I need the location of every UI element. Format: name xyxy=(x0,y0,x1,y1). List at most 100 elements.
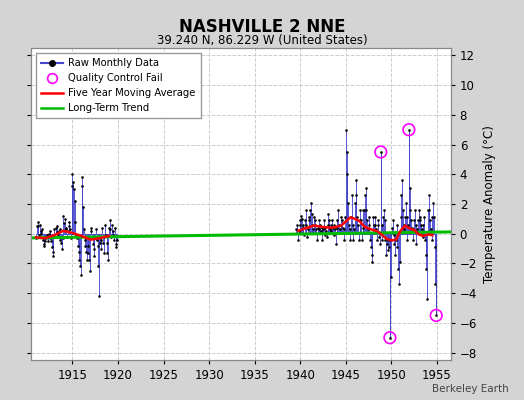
Point xyxy=(58,235,67,241)
Point xyxy=(392,222,401,228)
Point xyxy=(53,223,61,230)
Point xyxy=(42,235,50,241)
Point xyxy=(298,224,307,231)
Point xyxy=(425,207,433,213)
Point xyxy=(301,217,309,224)
Point xyxy=(34,219,42,225)
Point xyxy=(387,236,396,243)
Point xyxy=(399,222,408,228)
Point xyxy=(352,177,360,184)
Point xyxy=(113,236,122,243)
Point xyxy=(406,184,414,191)
Point xyxy=(389,232,398,238)
Point xyxy=(376,241,384,247)
Point xyxy=(44,238,52,244)
Point xyxy=(294,236,302,243)
Point xyxy=(298,216,306,222)
Point xyxy=(95,293,103,299)
Point xyxy=(47,238,56,244)
Point xyxy=(355,236,363,243)
Point xyxy=(335,226,344,232)
Point xyxy=(88,234,96,240)
Point xyxy=(61,216,69,222)
Point xyxy=(61,224,70,231)
Point xyxy=(74,248,83,255)
Point xyxy=(310,214,318,220)
Point xyxy=(296,222,304,228)
Point xyxy=(411,207,419,213)
Point xyxy=(97,236,105,243)
Point xyxy=(323,222,332,228)
Point xyxy=(83,257,91,264)
Point xyxy=(345,236,354,243)
Point xyxy=(357,217,365,224)
Point xyxy=(413,226,421,232)
Point xyxy=(59,213,68,219)
Point xyxy=(40,241,49,247)
Point xyxy=(318,224,326,231)
Point xyxy=(379,207,388,213)
Point xyxy=(37,230,46,237)
Point xyxy=(86,268,94,274)
Point xyxy=(83,242,92,249)
Point xyxy=(77,272,85,278)
Point xyxy=(346,226,355,232)
Point xyxy=(343,171,352,178)
Point xyxy=(432,312,440,319)
Point xyxy=(71,219,80,225)
Point xyxy=(348,192,356,198)
Point xyxy=(56,236,64,243)
Point xyxy=(359,207,367,213)
Point xyxy=(51,224,60,231)
Point xyxy=(102,240,111,246)
Point xyxy=(428,214,436,220)
Point xyxy=(407,217,416,224)
Point xyxy=(320,224,329,231)
Point xyxy=(326,222,335,228)
Point xyxy=(357,236,366,243)
Point xyxy=(421,251,430,258)
Point xyxy=(320,217,328,224)
Point xyxy=(394,244,402,250)
Point xyxy=(296,217,304,224)
Point xyxy=(32,223,41,230)
Point xyxy=(326,226,334,232)
Point xyxy=(301,207,310,213)
Point xyxy=(50,226,58,232)
Point xyxy=(410,217,418,224)
Point xyxy=(342,149,351,155)
Text: Berkeley Earth: Berkeley Earth xyxy=(432,384,508,394)
Point xyxy=(418,226,426,232)
Point xyxy=(98,224,106,231)
Point xyxy=(341,214,350,220)
Point xyxy=(366,236,374,243)
Point xyxy=(419,222,428,228)
Point xyxy=(378,222,387,228)
Point xyxy=(71,198,79,204)
Point xyxy=(321,232,330,238)
Point xyxy=(312,226,320,232)
Point xyxy=(39,242,48,249)
Point xyxy=(68,183,76,189)
Point xyxy=(334,207,343,213)
Point xyxy=(104,257,112,264)
Point xyxy=(300,232,308,238)
Point xyxy=(416,214,424,220)
Point xyxy=(35,232,43,238)
Point xyxy=(327,228,335,234)
Point xyxy=(401,214,409,220)
Point xyxy=(420,214,428,220)
Point xyxy=(299,222,308,228)
Point xyxy=(293,222,301,228)
Point xyxy=(100,250,108,256)
Point xyxy=(363,217,372,224)
Legend: Raw Monthly Data, Quality Control Fail, Five Year Moving Average, Long-Term Tren: Raw Monthly Data, Quality Control Fail, … xyxy=(37,53,201,118)
Text: NASHVILLE 2 NNE: NASHVILLE 2 NNE xyxy=(179,18,345,36)
Point xyxy=(339,224,347,231)
Point xyxy=(316,222,324,228)
Point xyxy=(87,228,95,234)
Point xyxy=(68,171,77,178)
Point xyxy=(362,184,370,191)
Point xyxy=(330,222,339,228)
Point xyxy=(322,228,330,234)
